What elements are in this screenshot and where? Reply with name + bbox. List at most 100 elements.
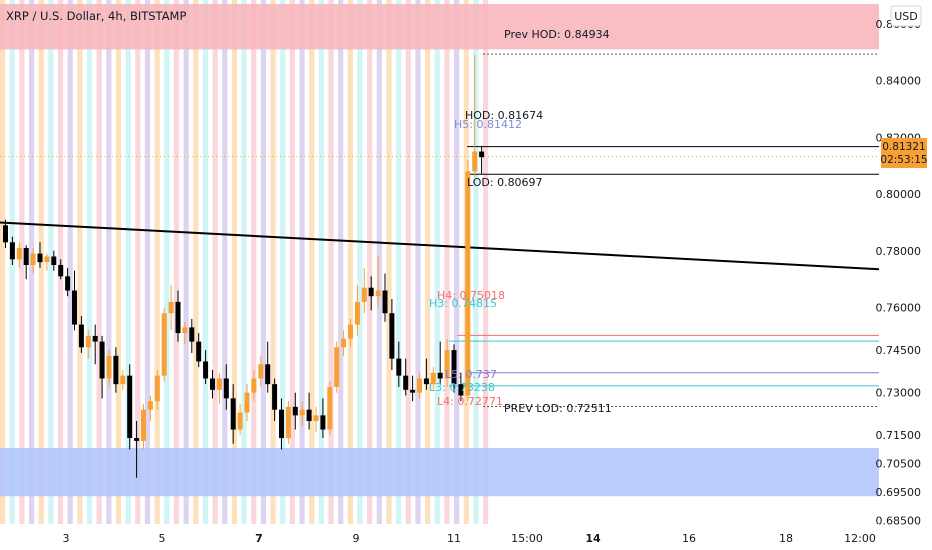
session-stripe	[396, 0, 402, 524]
session-stripe	[86, 0, 93, 524]
candle	[327, 381, 333, 436]
session-stripe	[270, 0, 276, 524]
candle	[72, 270, 77, 331]
candle	[444, 338, 450, 387]
session-stripe	[193, 0, 199, 524]
time-tick: 15:00	[511, 532, 543, 545]
session-stripe	[183, 0, 189, 524]
candle	[361, 267, 367, 314]
candle	[134, 421, 140, 478]
currency-label: USD	[894, 10, 918, 23]
price-badge-value: 0.81321	[882, 141, 925, 153]
candle	[348, 318, 353, 348]
h3-label: H3: 0.74815	[429, 297, 497, 310]
price-tick: 0.76000	[876, 302, 922, 315]
session-stripes	[0, 0, 489, 524]
candle	[147, 395, 153, 422]
time-tick: 14	[585, 532, 601, 545]
session-stripe	[473, 0, 479, 524]
candle	[341, 330, 347, 356]
candle	[423, 358, 429, 390]
candle	[313, 406, 319, 433]
session-stripe	[48, 0, 54, 524]
candle	[299, 401, 305, 427]
price-tick: 0.73000	[876, 387, 922, 400]
candle	[451, 344, 457, 393]
h5-label: H5: 0.81412	[454, 118, 522, 131]
candle	[375, 256, 381, 308]
candle	[196, 333, 202, 368]
session-stripe	[309, 0, 315, 524]
price-axis[interactable]: 0.860000.840000.820000.800000.780000.760…	[876, 0, 932, 550]
session-stripe	[19, 0, 25, 524]
candle	[161, 307, 167, 382]
candle	[354, 284, 360, 336]
candle	[272, 378, 278, 422]
time-axis[interactable]: 3 5 7 9 11 15:00 14 16 18 12:00	[0, 524, 879, 550]
prev-hod-label: Prev HOD: 0.84934	[504, 28, 610, 41]
session-stripe	[289, 0, 295, 524]
candle	[306, 392, 312, 430]
candle	[389, 299, 395, 370]
candle	[430, 367, 436, 390]
candle	[16, 242, 22, 268]
candle	[99, 335, 105, 399]
candle	[51, 250, 57, 271]
price-tick: 0.68500	[876, 514, 922, 527]
candle	[251, 369, 257, 402]
prev-lod-label: PREV LOD: 0.72511	[504, 402, 612, 415]
candle	[216, 372, 222, 405]
candle	[458, 372, 464, 402]
price-tick: 0.80000	[876, 188, 922, 201]
price-tick: 0.70500	[876, 458, 922, 471]
session-stripe	[425, 0, 431, 524]
session-stripe	[77, 0, 83, 524]
candle	[285, 401, 291, 444]
candle	[120, 369, 126, 390]
session-stripe	[415, 0, 421, 524]
session-stripe	[212, 0, 218, 524]
session-stripe	[222, 0, 228, 524]
price-tick: 0.74500	[876, 344, 922, 357]
price-tick: 0.71500	[876, 429, 922, 442]
candle	[265, 341, 271, 393]
candle	[417, 372, 422, 399]
candle	[230, 384, 236, 444]
session-stripe	[483, 0, 489, 524]
session-stripe	[347, 0, 353, 524]
candle	[203, 350, 209, 385]
price-tick: 0.69500	[876, 486, 922, 499]
candle	[127, 364, 133, 450]
candle	[23, 245, 29, 280]
candle	[3, 219, 8, 248]
session-stripe	[115, 0, 122, 524]
candle	[396, 341, 402, 387]
h4-label: H4: 0.75018	[437, 289, 505, 302]
l3-label: L3: 0.73238	[429, 381, 495, 394]
session-stripe	[405, 0, 411, 524]
candle	[237, 404, 243, 436]
level-lines	[0, 53, 879, 408]
candle	[175, 290, 181, 342]
session-stripe	[338, 0, 344, 524]
candle	[154, 369, 160, 410]
session-stripe	[454, 0, 460, 524]
candle	[30, 247, 36, 274]
lod-label: LOD: 0.80697	[467, 176, 543, 189]
currency-button[interactable]: USD	[890, 5, 922, 27]
session-stripe	[154, 0, 160, 524]
candle	[465, 160, 471, 402]
hod-label: HOD: 0.81674	[465, 109, 543, 122]
session-stripe	[144, 0, 151, 524]
session-stripe	[135, 0, 141, 524]
session-stripe	[299, 0, 305, 524]
trendline[interactable]	[0, 221, 880, 271]
session-stripe	[376, 0, 382, 524]
time-tick: 7	[255, 532, 263, 545]
session-stripe	[318, 0, 324, 524]
candle	[37, 242, 43, 268]
time-tick: 5	[159, 532, 166, 545]
candle	[410, 375, 416, 402]
